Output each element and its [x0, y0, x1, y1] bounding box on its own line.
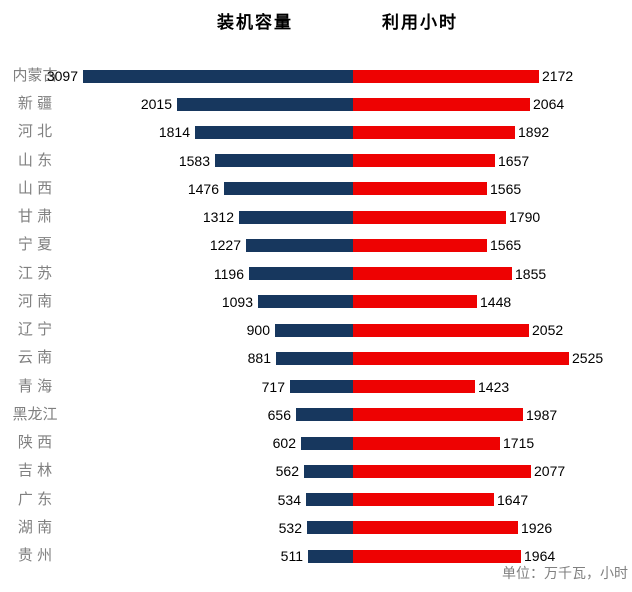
- unit-note: 单位：万千瓦，小时: [502, 565, 628, 581]
- capacity-value: 511: [280, 548, 303, 565]
- category-label: 辽 宁: [17, 321, 53, 339]
- hours-bar: [353, 408, 523, 422]
- hours-value: 1423: [478, 378, 510, 395]
- right-series-title: 利用小时: [382, 13, 458, 32]
- capacity-value: 881: [247, 350, 271, 367]
- hours-bar: [353, 380, 475, 394]
- capacity-value: 1476: [187, 180, 219, 197]
- capacity-value: 534: [277, 491, 301, 508]
- hours-bar: [353, 154, 495, 168]
- capacity-bar: [246, 238, 353, 252]
- hours-value: 1964: [524, 548, 556, 565]
- hours-bar: [353, 295, 477, 309]
- capacity-bar: [276, 351, 353, 365]
- hours-bar: [353, 238, 487, 252]
- hours-value: 2064: [533, 96, 565, 113]
- category-label: 河 北: [17, 123, 53, 141]
- capacity-value: 1227: [209, 237, 241, 254]
- hours-bar: [353, 97, 530, 111]
- capacity-value: 1093: [221, 293, 253, 310]
- category-label: 山 西: [17, 179, 53, 197]
- capacity-value: 602: [272, 435, 296, 452]
- capacity-bar: [307, 521, 353, 535]
- hours-value: 2052: [532, 322, 564, 339]
- hours-bar: [353, 493, 494, 507]
- capacity-bar: [249, 267, 353, 281]
- category-label: 新 疆: [17, 95, 53, 113]
- hours-bar: [353, 125, 515, 139]
- hours-value: 1448: [480, 293, 512, 310]
- capacity-bar: [177, 97, 353, 111]
- capacity-bar: [258, 295, 353, 309]
- capacity-bar: [301, 436, 353, 450]
- category-label: 黑龙江: [12, 405, 58, 423]
- hours-value: 1892: [518, 124, 550, 141]
- category-label: 贵 州: [17, 547, 53, 565]
- capacity-value: 1814: [158, 124, 190, 141]
- capacity-value: 717: [261, 378, 285, 395]
- capacity-bar: [83, 69, 353, 83]
- capacity-bar: [239, 210, 353, 224]
- hours-bar: [353, 549, 521, 563]
- hours-value: 1790: [509, 209, 541, 226]
- hours-value: 1657: [498, 152, 530, 169]
- left-series-title: 装机容量: [217, 13, 293, 32]
- category-label: 陕 西: [17, 434, 53, 452]
- capacity-value: 532: [278, 519, 302, 536]
- hours-bar: [353, 521, 518, 535]
- hours-bar: [353, 182, 487, 196]
- hours-value: 1565: [490, 180, 522, 197]
- hours-value: 2172: [542, 68, 574, 84]
- hours-value: 1647: [497, 491, 529, 508]
- capacity-bar: [308, 549, 353, 563]
- capacity-value: 1196: [213, 265, 244, 282]
- capacity-bar: [224, 182, 353, 196]
- capacity-bar: [290, 380, 353, 394]
- category-label: 内蒙古: [12, 67, 58, 84]
- capacity-bar: [306, 493, 353, 507]
- hours-bar: [353, 464, 531, 478]
- capacity-bar: [215, 154, 353, 168]
- category-label: 吉 林: [17, 462, 53, 480]
- category-label: 青 海: [17, 377, 53, 395]
- capacity-value: 656: [267, 406, 291, 423]
- capacity-bar: [275, 323, 353, 337]
- category-label: 湖 南: [17, 518, 53, 536]
- hours-bar: [353, 210, 506, 224]
- category-label: 甘 肃: [17, 208, 53, 226]
- hours-value: 1565: [490, 237, 522, 254]
- capacity-bar: [195, 125, 353, 139]
- capacity-value: 2015: [140, 96, 172, 113]
- hours-bar: [353, 267, 512, 281]
- category-label: 山 东: [17, 151, 53, 169]
- capacity-value: 562: [275, 463, 299, 480]
- capacity-value: 1312: [202, 209, 234, 226]
- capacity-value: 1583: [178, 152, 210, 169]
- capacity-bar: [304, 464, 353, 478]
- capacity-bar: [296, 408, 353, 422]
- hours-value: 1715: [503, 435, 535, 452]
- category-label: 江 苏: [17, 264, 53, 282]
- hours-value: 1926: [521, 519, 553, 536]
- hours-value: 1855: [515, 265, 547, 282]
- hours-value: 2525: [572, 350, 604, 367]
- category-label: 河 南: [17, 292, 53, 310]
- hours-bar: [353, 351, 569, 365]
- hours-value: 1987: [526, 406, 558, 423]
- hours-value: 2077: [534, 463, 566, 480]
- hours-bar: [353, 323, 529, 337]
- capacity-value: 900: [246, 322, 270, 339]
- hours-bar: [353, 69, 539, 83]
- category-label: 宁 夏: [17, 236, 53, 254]
- hours-bar: [353, 436, 500, 450]
- capacity-value: 3097: [46, 68, 78, 84]
- category-label: 广 东: [17, 490, 53, 508]
- category-label: 云 南: [17, 349, 53, 367]
